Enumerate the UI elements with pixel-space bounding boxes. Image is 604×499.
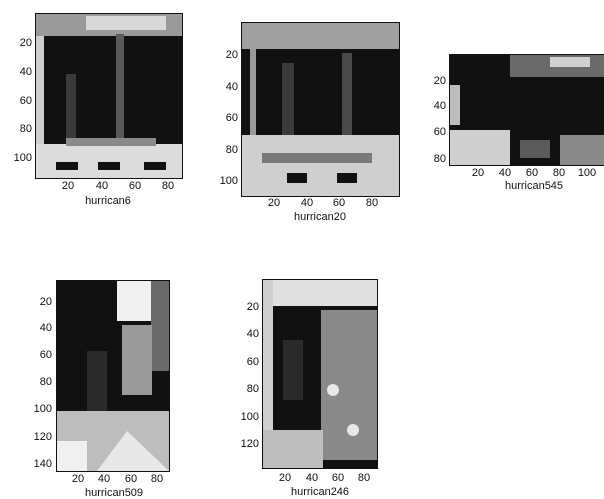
xtick: 20 (278, 472, 292, 484)
xtick: 80 (365, 197, 379, 209)
ytick: 60 (19, 95, 32, 107)
ytick: 100 (240, 411, 259, 423)
ytick: 80 (225, 144, 238, 156)
ytick: 20 (19, 37, 32, 49)
ytick: 140 (33, 458, 52, 470)
ytick: 20 (39, 296, 52, 308)
xtick: 20 (61, 180, 75, 192)
image-hurrican246 (262, 279, 378, 469)
ytick: 40 (225, 81, 238, 93)
image-hurrican545 (449, 54, 604, 166)
xtick: 40 (300, 197, 314, 209)
xtick: 40 (97, 473, 111, 485)
xlabel-hurrican545: hurrican545 (504, 180, 564, 192)
ytick: 100 (13, 152, 32, 164)
xtick: 80 (161, 180, 175, 192)
xlabel-hurrican246: hurrican246 (290, 486, 350, 498)
xlabel-hurrican20: hurrican20 (294, 211, 346, 223)
xtick: 60 (332, 197, 346, 209)
xtick: 20 (267, 197, 281, 209)
grayscale-image-hurrican545 (450, 55, 604, 165)
grayscale-image-hurrican6 (36, 14, 182, 178)
xlabel-hurrican509: hurrican509 (84, 487, 144, 499)
xtick: 60 (124, 473, 138, 485)
ytick: 80 (39, 376, 52, 388)
xtick: 100 (577, 167, 597, 179)
xtick: 20 (471, 167, 485, 179)
ytick: 40 (246, 328, 259, 340)
ytick: 100 (219, 175, 238, 187)
image-hurrican20 (241, 22, 400, 197)
ytick: 20 (225, 49, 238, 61)
ytick: 20 (246, 301, 259, 313)
ytick: 60 (246, 356, 259, 368)
xtick: 20 (71, 473, 85, 485)
grayscale-image-hurrican509 (57, 281, 169, 471)
xtick: 80 (150, 473, 164, 485)
ytick: 120 (240, 438, 259, 450)
xtick: 60 (331, 472, 345, 484)
image-hurrican6 (35, 13, 183, 179)
ytick: 60 (433, 126, 446, 138)
grayscale-image-hurrican20 (242, 23, 399, 196)
ytick: 100 (33, 403, 52, 415)
xtick: 40 (305, 472, 319, 484)
grayscale-image-hurrican246 (263, 280, 377, 468)
xtick: 40 (498, 167, 512, 179)
ytick: 40 (39, 322, 52, 334)
xtick: 60 (525, 167, 539, 179)
xtick: 80 (357, 472, 371, 484)
ytick: 60 (39, 349, 52, 361)
ytick: 120 (33, 431, 52, 443)
xtick: 40 (95, 180, 109, 192)
ytick: 80 (433, 153, 446, 165)
xlabel-hurrican6: hurrican6 (85, 195, 131, 207)
image-hurrican509 (56, 280, 170, 472)
ytick: 60 (225, 112, 238, 124)
ytick: 20 (433, 75, 446, 87)
ytick: 80 (246, 383, 259, 395)
xtick: 80 (552, 167, 566, 179)
ytick: 40 (19, 66, 32, 78)
ytick: 80 (19, 123, 32, 135)
xtick: 60 (128, 180, 142, 192)
ytick: 40 (433, 100, 446, 112)
